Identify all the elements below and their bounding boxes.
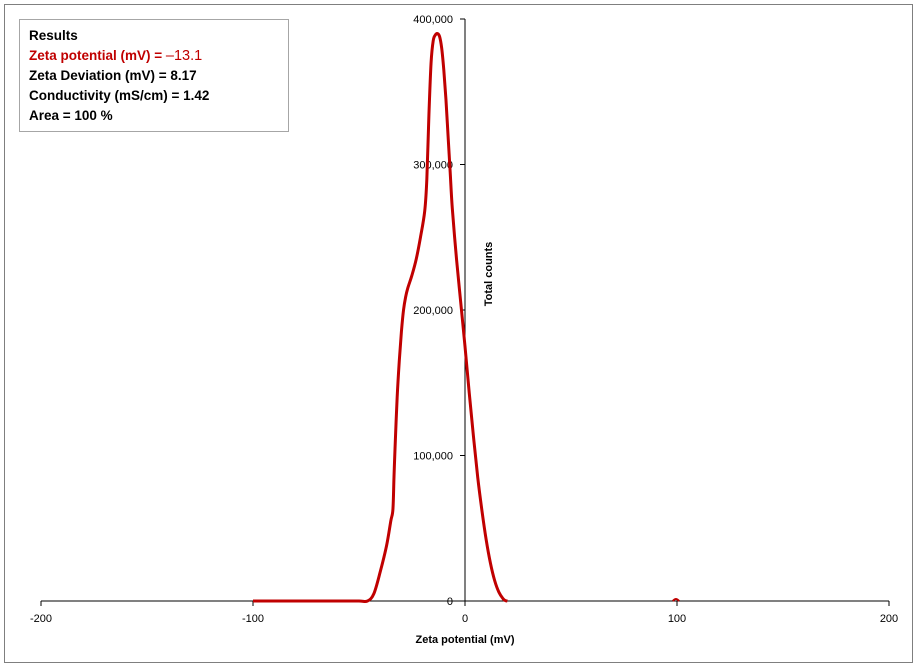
- y-tick-label: 200,000: [413, 305, 453, 317]
- results-box: Results Zeta potential (mV) = –13.1 Zeta…: [19, 19, 289, 132]
- y-tick-label: 0: [447, 596, 453, 608]
- x-tick-label: -100: [242, 613, 264, 625]
- x-tick-label: -200: [30, 613, 52, 625]
- series-line: [253, 31, 508, 604]
- zeta-deviation: Zeta Deviation (mV) = 8.17: [29, 68, 197, 83]
- y-tick-label: 100,000: [413, 451, 453, 463]
- results-heading: Results: [29, 28, 78, 43]
- x-axis-title: Zeta potential (mV): [415, 634, 514, 646]
- zeta-potential-label: Zeta potential (mV) =: [29, 48, 166, 63]
- y-axis-title: Total counts: [483, 242, 495, 307]
- area: Area = 100 %: [29, 108, 113, 123]
- y-tick-label: 400,000: [413, 14, 453, 26]
- conductivity: Conductivity (mS/cm) = 1.42: [29, 88, 210, 103]
- x-tick-label: 200: [880, 613, 898, 625]
- x-tick-label: 100: [668, 613, 686, 625]
- series-line: [672, 598, 680, 602]
- series-layer: [253, 31, 680, 604]
- zeta-potential-value: –13.1: [165, 48, 203, 64]
- zeta-potential-line: Zeta potential (mV) = –13.1: [29, 46, 279, 66]
- x-tick-label: 0: [462, 613, 468, 625]
- y-tick-label: 300,000: [413, 160, 453, 172]
